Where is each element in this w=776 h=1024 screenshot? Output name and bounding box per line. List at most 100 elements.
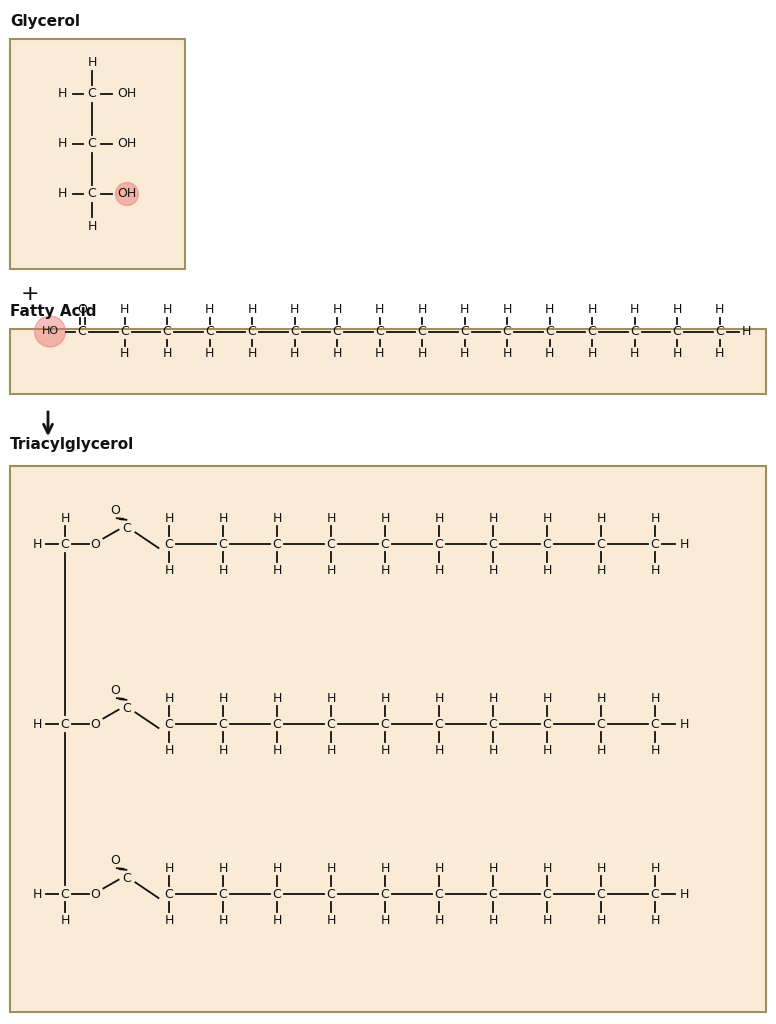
Text: HO: HO bbox=[41, 327, 58, 337]
Text: C: C bbox=[587, 325, 597, 338]
Text: H: H bbox=[165, 913, 174, 927]
Text: H: H bbox=[61, 512, 70, 524]
Text: H: H bbox=[542, 861, 552, 874]
Text: C: C bbox=[78, 325, 86, 338]
Text: H: H bbox=[596, 563, 606, 577]
Text: O: O bbox=[90, 888, 100, 900]
Text: C: C bbox=[489, 718, 497, 730]
Text: C: C bbox=[219, 888, 227, 900]
Text: H: H bbox=[417, 347, 427, 360]
Text: H: H bbox=[587, 303, 597, 316]
Text: C: C bbox=[88, 87, 96, 100]
Text: H: H bbox=[587, 347, 597, 360]
FancyBboxPatch shape bbox=[10, 329, 766, 394]
Text: H: H bbox=[165, 743, 174, 757]
Text: H: H bbox=[502, 347, 511, 360]
Text: H: H bbox=[435, 563, 444, 577]
Text: H: H bbox=[542, 512, 552, 524]
Text: H: H bbox=[162, 303, 171, 316]
Text: H: H bbox=[542, 743, 552, 757]
Text: H: H bbox=[650, 691, 660, 705]
Text: H: H bbox=[218, 913, 227, 927]
Text: C: C bbox=[88, 137, 96, 151]
Text: C: C bbox=[673, 325, 681, 338]
Text: C: C bbox=[327, 888, 335, 900]
Text: H: H bbox=[218, 743, 227, 757]
Text: H: H bbox=[205, 303, 214, 316]
Text: C: C bbox=[489, 538, 497, 551]
Text: H: H bbox=[435, 512, 444, 524]
Text: H: H bbox=[488, 743, 497, 757]
Text: C: C bbox=[219, 538, 227, 551]
Text: H: H bbox=[248, 347, 257, 360]
Text: C: C bbox=[380, 718, 390, 730]
Text: Glycerol: Glycerol bbox=[10, 14, 80, 29]
Text: H: H bbox=[672, 347, 681, 360]
Text: H: H bbox=[715, 347, 724, 360]
Text: H: H bbox=[375, 303, 384, 316]
Text: C: C bbox=[61, 538, 69, 551]
Text: C: C bbox=[88, 187, 96, 201]
Text: H: H bbox=[57, 87, 67, 100]
Text: C: C bbox=[380, 888, 390, 900]
Text: H: H bbox=[460, 303, 469, 316]
Text: H: H bbox=[630, 303, 639, 316]
Text: C: C bbox=[163, 325, 171, 338]
Text: H: H bbox=[435, 743, 444, 757]
Text: C: C bbox=[123, 701, 131, 715]
Text: H: H bbox=[650, 913, 660, 927]
Text: H: H bbox=[120, 303, 129, 316]
Text: H: H bbox=[488, 861, 497, 874]
Text: H: H bbox=[332, 347, 341, 360]
Text: +: + bbox=[21, 284, 40, 304]
Text: C: C bbox=[630, 325, 639, 338]
Text: C: C bbox=[61, 888, 69, 900]
Text: H: H bbox=[650, 563, 660, 577]
Text: C: C bbox=[380, 538, 390, 551]
Text: H: H bbox=[120, 347, 129, 360]
Text: H: H bbox=[289, 347, 300, 360]
Text: H: H bbox=[272, 563, 282, 577]
Text: H: H bbox=[715, 303, 724, 316]
Circle shape bbox=[116, 182, 138, 206]
Text: H: H bbox=[545, 303, 554, 316]
Text: H: H bbox=[218, 512, 227, 524]
Text: H: H bbox=[380, 861, 390, 874]
Text: C: C bbox=[248, 325, 256, 338]
Text: H: H bbox=[488, 691, 497, 705]
Text: C: C bbox=[327, 538, 335, 551]
Text: Triacylglycerol: Triacylglycerol bbox=[10, 437, 134, 452]
Text: C: C bbox=[272, 888, 282, 900]
Circle shape bbox=[34, 316, 65, 347]
Text: H: H bbox=[327, 743, 336, 757]
Text: H: H bbox=[57, 187, 67, 201]
Text: C: C bbox=[597, 538, 605, 551]
Text: OH: OH bbox=[117, 137, 137, 151]
Text: H: H bbox=[488, 913, 497, 927]
Text: H: H bbox=[542, 563, 552, 577]
Text: H: H bbox=[679, 718, 688, 730]
Text: H: H bbox=[542, 691, 552, 705]
Text: C: C bbox=[650, 888, 660, 900]
Text: H: H bbox=[630, 347, 639, 360]
Text: OH: OH bbox=[117, 187, 137, 201]
Text: H: H bbox=[542, 913, 552, 927]
Text: H: H bbox=[272, 691, 282, 705]
Text: OH: OH bbox=[117, 87, 137, 100]
Text: H: H bbox=[33, 538, 42, 551]
Text: H: H bbox=[596, 691, 606, 705]
Text: H: H bbox=[165, 512, 174, 524]
Text: H: H bbox=[327, 512, 336, 524]
Text: H: H bbox=[165, 563, 174, 577]
Text: H: H bbox=[33, 718, 42, 730]
Text: C: C bbox=[165, 538, 173, 551]
Text: H: H bbox=[165, 861, 174, 874]
Text: H: H bbox=[272, 913, 282, 927]
Text: H: H bbox=[650, 743, 660, 757]
Text: H: H bbox=[742, 325, 751, 338]
Text: C: C bbox=[542, 718, 552, 730]
Text: O: O bbox=[110, 504, 120, 517]
Text: C: C bbox=[375, 325, 384, 338]
Text: H: H bbox=[205, 347, 214, 360]
Text: H: H bbox=[460, 347, 469, 360]
